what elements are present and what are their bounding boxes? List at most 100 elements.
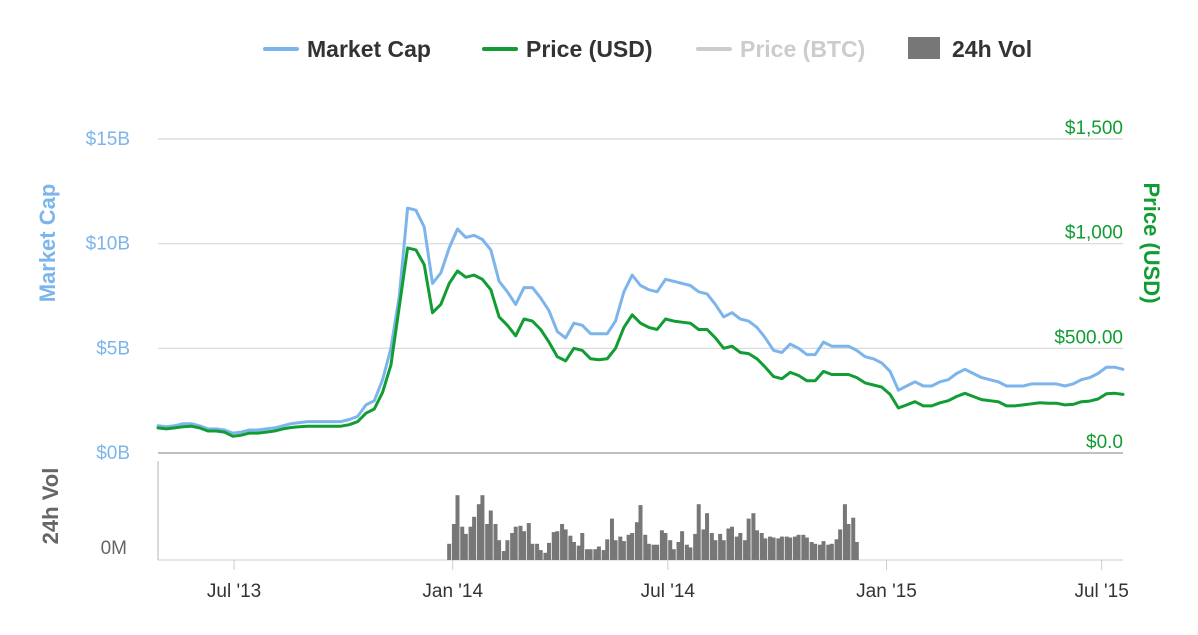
y-volume-axis-title: 24h Vol [38,468,63,545]
y-left-tick-label-2: $10B [86,234,130,255]
volume-bar-39 [609,518,614,560]
volume-bar-92 [829,543,834,560]
volume-bar-59 [693,533,698,560]
x-tick-label-1: Jan '14 [422,581,483,602]
volume-bar-37 [601,550,606,560]
volume-bar-62 [705,513,710,560]
volume-bar-58 [688,547,693,560]
volume-bar-78 [771,537,776,560]
y-right-tick-label-0: $0.0 [1086,432,1123,453]
volume-bar-83 [792,536,797,560]
volume-bar-87 [809,542,814,560]
volume-bar-44 [630,533,635,560]
volume-bar-28 [563,529,568,560]
y-left-tick-label-1: $5B [96,338,130,359]
volume-bar-57 [684,544,689,560]
volume-bar-97 [851,517,856,560]
volume-bar-20 [530,543,535,560]
volume-bar-2 [455,495,460,560]
volume-bar-22 [538,550,543,560]
volume-bar-70 [738,533,743,560]
volume-bar-38 [605,539,610,560]
volume-bar-93 [834,539,839,560]
volume-bar-66 [721,540,726,560]
volume-bar-18 [522,531,527,560]
volume-bar-76 [763,538,768,560]
axes: $0B $5B $10B $15B $0.0 $500.00 $1,000 $1,500 0M M… [35,118,1164,602]
volume-bar-50 [655,544,660,560]
volume-bar-10 [488,510,493,560]
volume-bar-11 [493,524,498,560]
volume-bar-27 [560,524,565,560]
legend-item-market_cap: Market Cap [263,36,431,62]
volume-bar-64 [713,540,718,560]
x-tick-label-3: Jan '15 [856,581,917,602]
legend-label-price_usd: Price (USD) [526,36,653,62]
volume-bar-30 [571,542,576,560]
series-line-market-cap [156,206,1125,435]
legend-label-market_cap: Market Cap [307,36,431,62]
volume-bar-36 [596,546,601,560]
legend-item-price_usd: Price (USD) [482,36,653,62]
volume-bar-6 [472,516,477,560]
volume-bar-8 [480,495,485,560]
volume-bar-21 [535,543,540,560]
x-tick-label-0: Jul '13 [207,581,261,602]
y-right-axis-title: Price (USD) [1139,182,1164,303]
volume-bar-47 [643,534,648,560]
volume-bar-23 [543,552,548,560]
volume-bar-40 [613,540,618,560]
grid-lines [157,138,1123,561]
volume-bar-45 [634,522,639,560]
volume-bar-53 [668,540,673,560]
volume-bar-80 [779,536,784,560]
volume-bar-26 [555,531,560,560]
volume-bar-4 [463,533,468,560]
legend-symbol-vol_24h [908,37,940,59]
volume-bar-5 [468,526,473,560]
y-left-tick-label-0: $0B [96,443,130,464]
volume-bar-91 [826,544,831,560]
volume-bar-88 [813,543,818,560]
volume-bar-19 [526,523,531,560]
volume-bar-14 [505,540,510,560]
volume-bar-46 [638,505,643,560]
legend-label-vol_24h: 24h Vol [952,36,1032,62]
volume-bar-24 [546,542,551,560]
volume-bar-69 [734,536,739,560]
volume-bar-84 [796,534,801,560]
volume-bar-79 [776,538,781,560]
volume-bar-68 [730,526,735,560]
volume-bar-12 [497,540,502,560]
legend-label-price_btc: Price (BTC) [740,36,865,62]
y-left-tick-label-3: $15B [86,129,130,150]
volume-bar-81 [784,536,789,560]
legend-item-vol_24h: 24h Vol [908,36,1032,62]
volume-bar-86 [804,537,809,560]
y-right-tick-label-1: $500.00 [1054,327,1123,348]
volume-bar-75 [759,533,764,560]
volume-bar-43 [626,534,631,560]
volume-bar-42 [621,541,626,560]
volume-bar-41 [618,536,623,560]
volume-bar-90 [821,541,826,560]
volume-bar-32 [580,533,585,560]
volume-bar-3 [460,526,465,560]
volume-bar-56 [680,531,685,560]
volume-bar-63 [709,533,714,560]
volume-bar-54 [671,549,676,560]
volume-bar-98 [854,542,859,560]
volume-bar-25 [551,532,556,560]
volume-bar-95 [842,504,847,560]
volume-bar-72 [746,518,751,560]
volume-bar-31 [576,545,581,560]
volume-bar-48 [646,543,651,560]
x-tick-label-2: Jul '14 [641,581,696,602]
volume-bar-0 [447,543,452,560]
volume-bar-61 [701,529,706,560]
volume-bar-94 [838,529,843,560]
chart-legend: Market Cap Price (USD) Price (BTC) 24h Vol [263,36,1032,62]
volume-bar-16 [513,526,518,560]
volume-bar-55 [676,542,681,560]
